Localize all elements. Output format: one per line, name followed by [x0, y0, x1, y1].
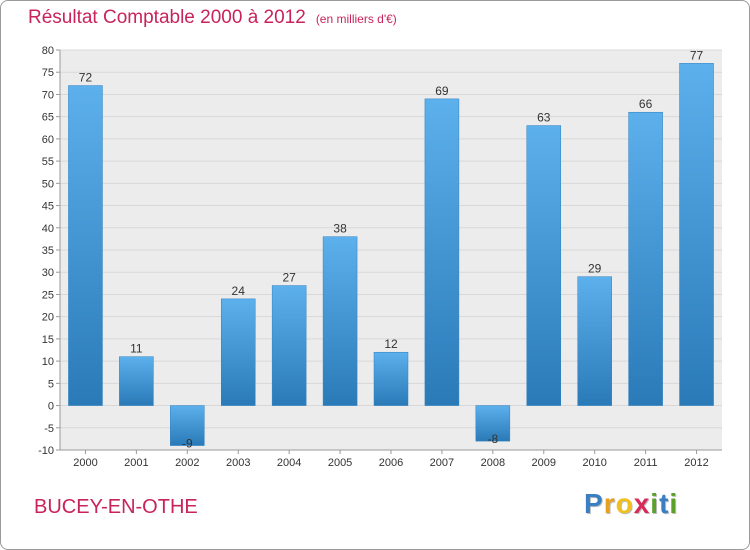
- y-tick-label: 10: [42, 356, 54, 368]
- y-tick-label: 35: [42, 245, 54, 257]
- x-tick-label: 2009: [532, 457, 556, 469]
- commune-name: BUCEY-EN-OTHE: [34, 496, 198, 518]
- y-tick-label: 75: [42, 67, 54, 79]
- bar-2008: [475, 405, 511, 442]
- y-tick-label: 25: [42, 289, 54, 301]
- y-tick-label: 15: [42, 334, 54, 346]
- y-tick-label: -10: [38, 445, 54, 457]
- chart-title: Résultat Comptable 2000 à 2012 (en millie…: [28, 7, 397, 29]
- value-label-2006: 12: [384, 337, 398, 351]
- value-label-2003: 24: [232, 284, 246, 298]
- x-tick-label: 2007: [430, 457, 454, 469]
- bar-2006: [373, 351, 409, 406]
- value-label-2004: 27: [282, 271, 296, 285]
- y-tick-label: 70: [42, 89, 54, 101]
- y-tick-label: 45: [42, 201, 54, 213]
- bar-2012: [679, 63, 714, 406]
- x-tick-label: 2008: [481, 457, 505, 469]
- value-label-2011: 66: [639, 97, 653, 111]
- x-tick-label: 2011: [634, 457, 658, 469]
- logo-letter: r: [603, 488, 616, 519]
- bar-2002: [170, 405, 205, 446]
- x-tick-label: 2001: [124, 457, 148, 469]
- bar-2007: [424, 98, 460, 406]
- logo-letter: x: [633, 488, 651, 519]
- chart-unit: (en milliers d'€): [315, 12, 397, 26]
- value-label-2012: 77: [690, 48, 704, 62]
- proxiti-logo: Proxiti: [584, 488, 678, 520]
- logo-letter: t: [659, 488, 670, 519]
- bar-2004: [271, 285, 307, 406]
- x-tick-label: 2000: [73, 457, 97, 469]
- value-label-2001: 11: [130, 342, 143, 356]
- chart-title-text: Résultat Comptable 2000 à 2012: [28, 7, 306, 28]
- bar-2001: [119, 356, 154, 406]
- x-tick-label: 2006: [379, 457, 403, 469]
- value-label-2009: 63: [537, 111, 551, 125]
- x-tick-label: 2002: [175, 457, 199, 469]
- x-tick-label: 2004: [277, 457, 301, 469]
- y-tick-label: 5: [48, 378, 54, 390]
- x-tick-label: 2005: [328, 457, 352, 469]
- y-tick-label: -5: [44, 423, 54, 435]
- x-tick-label: 2003: [226, 457, 250, 469]
- bar-2010: [577, 276, 612, 406]
- value-label-2002: -9: [182, 437, 193, 451]
- x-tick-label: 2010: [582, 457, 606, 469]
- logo-letter: P: [584, 488, 604, 519]
- logo-letter: i: [669, 488, 679, 519]
- y-tick-label: 0: [48, 401, 54, 413]
- value-label-2007: 69: [435, 84, 449, 98]
- logo-letter: o: [615, 488, 634, 519]
- y-tick-label: 55: [42, 156, 54, 168]
- value-label-2008: -8: [488, 432, 499, 446]
- y-tick-label: 80: [42, 45, 54, 57]
- bar-2005: [322, 236, 358, 406]
- value-label-2005: 38: [333, 222, 347, 236]
- y-tick-label: 30: [42, 267, 54, 279]
- bar-2003: [220, 298, 256, 406]
- y-tick-label: 65: [42, 112, 54, 124]
- bar-2000: [68, 85, 103, 406]
- y-tick-label: 60: [42, 134, 54, 146]
- bar-2009: [526, 125, 562, 406]
- bar-2011: [628, 111, 663, 406]
- y-tick-label: 40: [42, 223, 54, 235]
- value-label-2000: 72: [79, 71, 93, 85]
- logo-letter: i: [650, 488, 660, 519]
- y-tick-label: 20: [42, 312, 54, 324]
- x-tick-label: 2012: [684, 457, 708, 469]
- y-tick-label: 50: [42, 178, 54, 190]
- value-label-2010: 29: [588, 262, 602, 276]
